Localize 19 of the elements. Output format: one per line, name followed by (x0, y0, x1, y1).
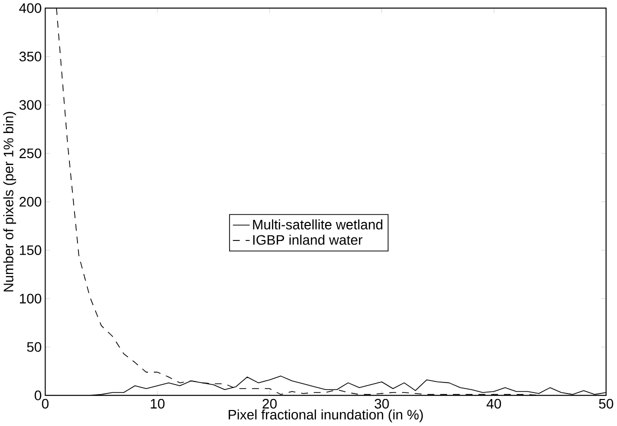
y-tick-label: 50 (27, 342, 42, 352)
x-tick-label: 10 (150, 399, 165, 409)
y-axis-title: Number of pixels (per 1% bin) (3, 112, 16, 292)
legend-label: Multi-satellite wetland (253, 220, 382, 230)
x-tick-label: 40 (486, 399, 502, 409)
y-tick-label: 300 (19, 100, 42, 110)
x-axis-title: Pixel fractional inundation (in %) (228, 410, 423, 422)
y-tick-label: 250 (20, 148, 42, 158)
y-tick-label: 400 (19, 4, 42, 14)
y-tick-label: 200 (20, 197, 42, 207)
y-tick-label: 350 (19, 52, 42, 62)
x-tick-label: 0 (42, 399, 49, 409)
legend-label: IGBP inland water (253, 234, 362, 246)
x-tick-label: 30 (374, 399, 389, 409)
x-tick-label: 50 (599, 399, 614, 409)
y-tick-label: 0 (34, 390, 42, 401)
y-tick-label: 150 (20, 246, 42, 256)
y-tick-label: 100 (20, 294, 42, 304)
x-tick-label: 20 (262, 399, 277, 409)
